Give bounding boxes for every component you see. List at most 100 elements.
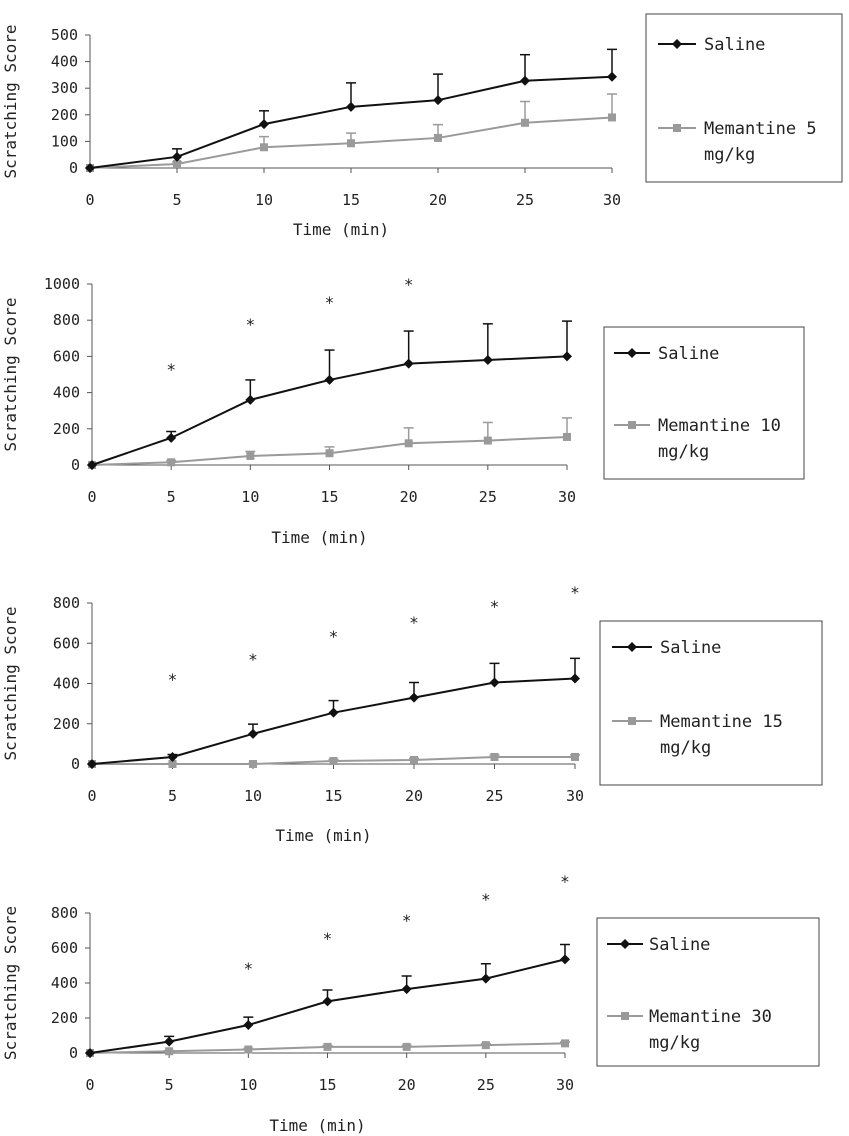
x-tick-label: 15	[324, 787, 342, 805]
series-memantine	[86, 93, 617, 172]
legend-label-line: mg/kg	[704, 145, 755, 165]
data-point	[165, 1047, 174, 1056]
data-point	[403, 358, 414, 369]
series-saline	[87, 657, 580, 769]
legend-label-line: Memantine 30	[649, 1007, 772, 1027]
legend-marker	[672, 39, 682, 49]
data-point	[409, 692, 419, 703]
legend: Saline Memantine 5 mg/kg	[645, 13, 843, 183]
legend-label-line: Memantine 15	[660, 712, 783, 732]
y-tick-label: 800	[53, 311, 80, 329]
data-point	[560, 954, 570, 965]
x-tick-label: 15	[318, 1076, 336, 1094]
x-axis-label: Time (min)	[275, 826, 371, 845]
x-tick-label: 0	[87, 787, 96, 805]
legend-label: Memantine 30 mg/kg	[649, 1007, 772, 1053]
legend-box	[596, 917, 820, 1067]
legend-marker	[628, 717, 636, 725]
data-point	[87, 759, 97, 769]
data-point	[248, 728, 258, 739]
x-tick-label: 30	[566, 787, 584, 805]
y-tick-label: 200	[53, 715, 80, 733]
x-axis-label: Time (min)	[271, 528, 367, 547]
legend-label-line: mg/kg	[658, 442, 709, 462]
y-tick-label: 200	[51, 1009, 78, 1027]
data-point	[172, 151, 182, 162]
significance-star: *	[323, 929, 333, 948]
y-axis-label: Scratching Score	[1, 606, 20, 760]
y-tick-label: 0	[71, 755, 80, 773]
data-point	[347, 139, 355, 148]
x-tick-label: 10	[255, 191, 273, 209]
x-tick-label: 0	[85, 1076, 94, 1094]
data-point	[521, 118, 529, 127]
x-tick-label: 15	[342, 191, 360, 209]
data-point	[571, 752, 579, 761]
y-tick-label: 1000	[44, 275, 80, 293]
y-tick-label: 100	[51, 132, 78, 150]
y-tick-label: 600	[51, 939, 78, 957]
legend-label: Saline	[649, 935, 710, 955]
legend-box	[599, 620, 823, 786]
y-tick-label: 300	[51, 79, 78, 97]
data-point	[167, 458, 176, 467]
data-point	[324, 374, 335, 385]
y-tick-label: 0	[69, 159, 78, 177]
legend-label: Memantine 10 mg/kg	[658, 416, 781, 462]
legend: Saline Memantine 30 mg/kg	[596, 917, 820, 1067]
y-tick-label: 0	[69, 1044, 78, 1062]
data-point	[167, 751, 178, 762]
significance-star: *	[248, 650, 258, 669]
significance-star: *	[402, 911, 412, 930]
legend-label: Saline	[660, 638, 721, 658]
data-point	[246, 451, 255, 460]
significance-star: *	[166, 360, 176, 379]
data-point	[166, 432, 177, 443]
legend-label-line: mg/kg	[649, 1033, 700, 1053]
x-tick-label: 5	[167, 488, 176, 506]
legend-label-line: Memantine 5	[704, 119, 817, 139]
data-point	[243, 1020, 254, 1030]
significance-star: *	[244, 959, 254, 978]
x-tick-label: 25	[479, 488, 497, 506]
data-point	[483, 436, 492, 445]
x-tick-label: 15	[320, 488, 338, 506]
data-point	[489, 677, 500, 688]
x-tick-label: 30	[556, 1076, 574, 1094]
legend: Saline Memantine 15 mg/kg	[599, 620, 823, 786]
series-line	[91, 677, 576, 765]
y-tick-label: 400	[51, 974, 78, 992]
x-tick-label: 20	[405, 787, 423, 805]
legend-marker	[628, 421, 636, 429]
data-point	[607, 71, 617, 82]
legend-label: Saline	[704, 35, 765, 55]
series-saline	[85, 943, 570, 1058]
significance-star: *	[481, 890, 491, 909]
y-axis-label: Scratching Score	[1, 297, 20, 451]
data-point	[244, 1045, 253, 1054]
legend-label: Memantine 5 mg/kg	[704, 119, 817, 165]
y-tick-label: 400	[51, 53, 78, 71]
data-point	[249, 760, 257, 768]
legend-marker	[621, 1012, 629, 1020]
data-point	[481, 1041, 490, 1050]
data-point	[563, 432, 571, 441]
x-tick-label: 20	[429, 191, 447, 209]
data-point	[85, 1048, 95, 1058]
legend-label-line: mg/kg	[660, 738, 711, 758]
legend-marker	[620, 939, 630, 949]
legend-marker	[673, 124, 681, 132]
significance-star: *	[246, 315, 256, 334]
data-point	[482, 355, 493, 366]
y-tick-label: 800	[51, 904, 78, 922]
x-tick-label: 25	[485, 787, 503, 805]
y-axis-label: Scratching Score	[1, 906, 20, 1060]
data-point	[520, 75, 530, 86]
data-point	[401, 984, 412, 995]
significance-star: *	[570, 583, 580, 602]
x-tick-label: 25	[516, 191, 534, 209]
data-point	[490, 752, 499, 761]
x-tick-label: 5	[172, 191, 181, 209]
data-point	[87, 460, 97, 470]
